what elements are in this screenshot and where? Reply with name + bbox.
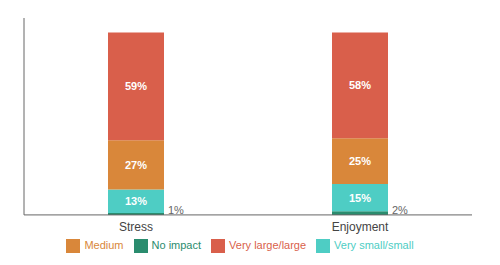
svg-text:13%: 13%: [125, 195, 147, 207]
svg-text:Enjoyment: Enjoyment: [332, 220, 389, 234]
html-text:Very large/large: Very large/large: [229, 238, 307, 251]
svg-text:25%: 25%: [349, 155, 371, 167]
svg-text:27%: 27%: [125, 159, 147, 171]
svg-text:59%: 59%: [125, 80, 147, 92]
html-text:Medium: Medium: [84, 238, 124, 251]
html-text:Very small/small: Very small/small: [334, 238, 414, 251]
svg-text:15%: 15%: [349, 192, 371, 204]
html-text:No impact: No impact: [151, 238, 202, 251]
svg-text:Stress: Stress: [119, 220, 153, 234]
svg-text:2%: 2%: [392, 204, 408, 216]
svg-text:1%: 1%: [168, 204, 184, 216]
svg-text:58%: 58%: [349, 79, 371, 91]
